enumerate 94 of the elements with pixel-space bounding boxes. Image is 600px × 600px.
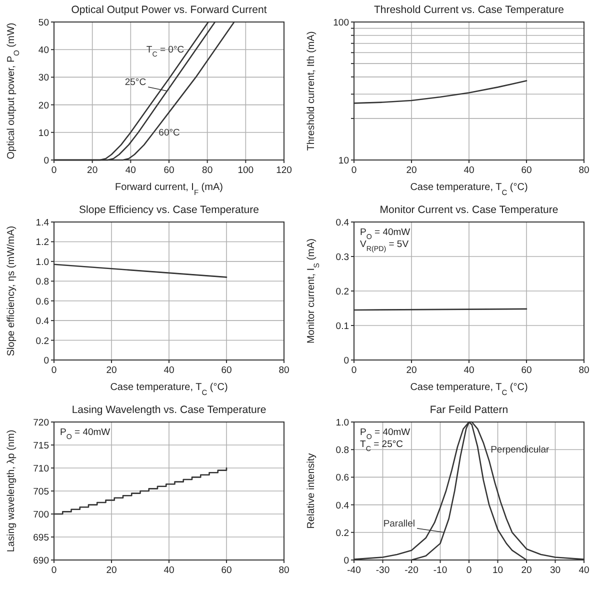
y-tick-label: 690 (33, 556, 49, 566)
x-tick-label: 20 (106, 365, 117, 376)
y-tick-label: 10 (338, 156, 349, 166)
annotation: P$_{O}$ = 40mW (360, 427, 410, 441)
y-axis-title: Lasing wavelength, λp (nm) (6, 430, 17, 552)
x-tick-label: 20 (87, 165, 98, 176)
y-tick-label: 0 (44, 156, 49, 166)
x-tick-label: 40 (464, 165, 474, 176)
y-tick-label: 0.6 (36, 296, 49, 308)
y-tick-label: 0 (344, 356, 349, 366)
series-label: 60°C (158, 127, 180, 138)
x-tick-label: 20 (106, 565, 117, 576)
x-tick-label: 20 (521, 565, 532, 576)
y-tick-label: 100 (333, 18, 349, 28)
x-tick-label: 0 (351, 165, 357, 176)
y-axis-title: Slope efficiency, ηs (mW/mA) (6, 226, 17, 356)
y-tick-label: 10 (38, 128, 49, 139)
y-axis-title: Relative intensity (306, 453, 317, 529)
y-tick-label: 0.2 (336, 286, 349, 298)
y-tick-label: 0.2 (36, 336, 49, 347)
y-tick-label: 1.2 (36, 237, 49, 248)
x-tick-label: 60 (521, 165, 532, 176)
chart-title: Far Feild Pattern (430, 404, 508, 416)
y-tick-label: 710 (33, 464, 49, 474)
x-tick-label: 40 (578, 565, 590, 576)
x-tick-label: 40 (164, 365, 174, 376)
x-tick-label: 0 (51, 165, 57, 176)
x-axis-title: Case temperature, T$_{C}$ (°C) (410, 382, 528, 396)
y-tick-label: 40 (38, 45, 49, 56)
chart-title: Lasing Wavelength vs. Case Temperature (72, 404, 266, 416)
x-tick-label: 80 (202, 165, 213, 176)
x-axis-title: Case temperature, T$_{C}$ (°C) (410, 182, 528, 196)
x-tick-label: 60 (164, 165, 174, 176)
y-tick-label: 0.8 (336, 445, 349, 456)
x-tick-label: 40 (464, 365, 474, 376)
x-tick-label: 60 (521, 365, 532, 376)
series-label: Perpendicular (490, 444, 550, 456)
x-tick-label: 0 (51, 365, 57, 376)
x-tick-label: 20 (406, 365, 417, 376)
x-tick-label: -40 (347, 565, 361, 576)
y-tick-label: 0.8 (36, 276, 49, 288)
x-tick-label: 80 (578, 365, 590, 376)
x-axis-title: Case temperature, T$_{C}$ (°C) (110, 382, 228, 396)
y-tick-label: 0 (44, 356, 49, 366)
y-tick-label: 695 (33, 532, 49, 544)
y-tick-label: 0.6 (336, 472, 349, 484)
y-tick-label: 0.3 (336, 252, 349, 263)
x-tick-label: 40 (164, 565, 174, 576)
y-axis-title: Threshold current, Ith (mA) (306, 31, 317, 151)
x-tick-label: 80 (278, 565, 290, 576)
x-tick-label: 80 (278, 365, 290, 376)
chart-title: Monitor Current vs. Case Temperature (380, 204, 558, 216)
y-tick-label: 720 (33, 418, 49, 428)
x-tick-label: 80 (578, 165, 590, 176)
y-tick-label: 715 (33, 440, 49, 452)
chart-title: Slope Efficiency vs. Case Temperature (79, 204, 260, 216)
y-tick-label: 705 (33, 486, 49, 498)
y-tick-label: 700 (33, 510, 49, 520)
y-tick-label: 0.4 (36, 316, 49, 328)
annotation: T$_{C}$ = 25°C (360, 439, 404, 453)
legend-label: Parallel (383, 518, 416, 530)
x-tick-label: 0 (351, 365, 357, 376)
legend-label: 25°C (124, 77, 146, 88)
x-tick-label: 0 (466, 565, 472, 576)
y-tick-label: 1.4 (36, 218, 49, 228)
annotation: P$_{O}$ = 40mW (60, 427, 110, 441)
y-tick-label: 0.2 (336, 528, 349, 539)
y-tick-label: 0.1 (336, 321, 349, 332)
x-tick-label: -20 (404, 565, 418, 576)
x-tick-label: 120 (276, 165, 292, 176)
x-axis-title: Forward current, I$_{F}$ (mA) (115, 182, 223, 196)
y-tick-label: 50 (38, 18, 49, 28)
chart-title: Threshold Current vs. Case Temperature (374, 4, 564, 16)
x-tick-label: 20 (406, 165, 417, 176)
y-tick-label: 30 (38, 72, 49, 84)
y-tick-label: 0.4 (336, 500, 349, 512)
chart-title: Optical Output Power vs. Forward Current (71, 4, 267, 16)
y-tick-label: 20 (38, 100, 49, 112)
y-tick-label: 1.0 (36, 256, 49, 268)
x-tick-label: 30 (550, 565, 561, 576)
x-tick-label: -10 (433, 565, 448, 576)
annotation: P$_{O}$ = 40mW (360, 227, 410, 241)
x-tick-label: 0 (51, 565, 57, 576)
x-tick-label: 60 (221, 565, 232, 576)
annotation: V$_{R(PD)}$ = 5V (360, 239, 410, 253)
x-tick-label: 40 (125, 165, 136, 176)
x-tick-label: 60 (221, 365, 232, 376)
x-tick-label: -30 (376, 565, 390, 576)
y-tick-label: 1.0 (336, 418, 349, 428)
series-label: T$_{C}$ = 0°C (146, 44, 184, 59)
x-tick-label: 10 (492, 565, 504, 576)
y-tick-label: 0.4 (336, 218, 349, 228)
y-tick-label: 0 (344, 556, 349, 566)
x-tick-label: 100 (238, 165, 254, 176)
